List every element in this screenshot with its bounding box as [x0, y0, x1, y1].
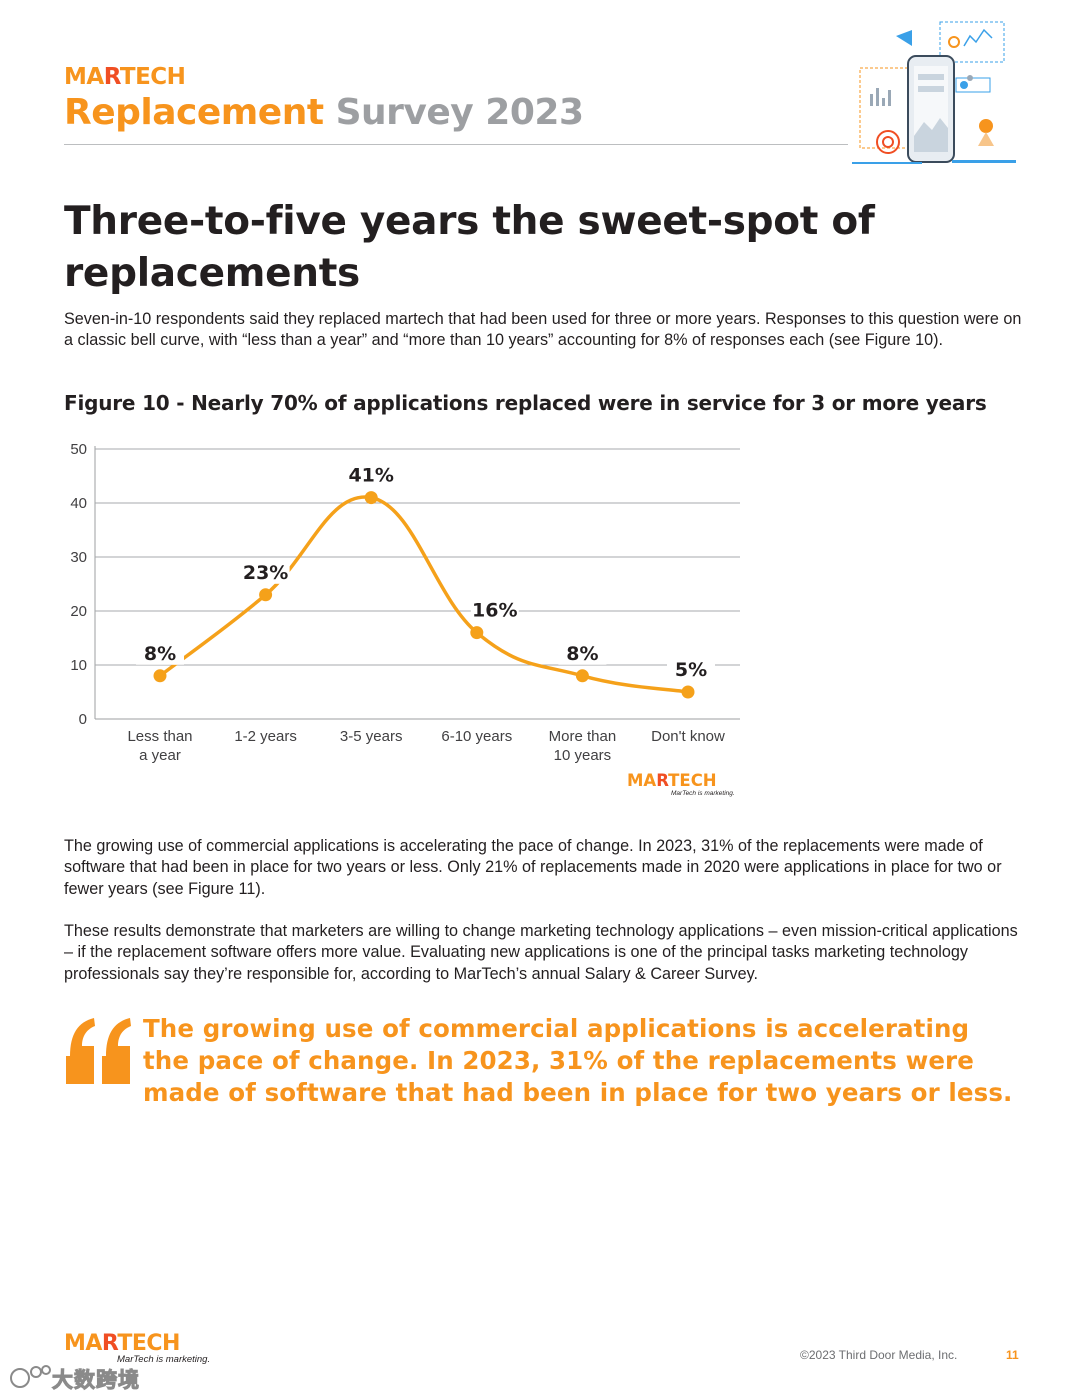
svg-text:MarTech is marketing.: MarTech is marketing. [671, 790, 735, 797]
quote-mark-icon [66, 1018, 131, 1084]
y-tick-label: 40 [70, 495, 87, 512]
data-point [470, 626, 484, 640]
figure-title: Figure 10 - Nearly 70% of applications r… [64, 391, 987, 415]
data-label: 16% [472, 600, 517, 622]
data-point [153, 669, 167, 683]
report-title: Replacement Survey 2023 [64, 92, 584, 133]
line-chart: 0 10 20 30 40 50 Less than a year 1-2 years 3-5 … [70, 441, 740, 797]
y-tick-label: 0 [79, 711, 87, 728]
pull-quote: The growing use of commercial applicatio… [143, 1014, 1013, 1107]
data-label: 23% [243, 562, 288, 584]
y-tick-label: 50 [70, 441, 87, 458]
body-paragraph-3: These results demonstrate that marketers… [64, 922, 1018, 983]
intro-paragraph: Seven-in-10 respondents said they replac… [64, 310, 1022, 350]
x-tick-label: More than 10 years [549, 728, 617, 764]
watermark-text: 大数跨境 [52, 1369, 140, 1393]
data-label: 8% [144, 643, 176, 665]
data-label: 5% [675, 659, 707, 681]
data-label: 8% [566, 643, 598, 665]
header-divider [64, 144, 848, 145]
x-tick-label: Less than a year [127, 728, 192, 764]
copyright: ©2023 Third Door Media, Inc. [800, 1348, 958, 1362]
data-point [575, 669, 589, 683]
watermark-logo-icon [10, 1365, 51, 1388]
x-tick-label: 1-2 years [234, 728, 297, 745]
y-tick-label: 30 [70, 549, 87, 566]
x-tick-label: Don't know [651, 728, 725, 745]
series-line [158, 495, 690, 694]
data-label-bg [241, 561, 290, 584]
svg-text:MARTECH: MARTECH [627, 771, 717, 790]
data-label-bg [347, 464, 396, 487]
x-tick-label: 6-10 years [441, 728, 512, 745]
body-paragraph-2: The growing use of commercial applicatio… [64, 837, 1002, 898]
page-number: 11 [1006, 1348, 1019, 1362]
data-label-bg [470, 599, 519, 622]
page-headline: Three-to-five years the sweet-spot of re… [64, 199, 875, 296]
y-tick-label: 10 [70, 657, 87, 674]
x-tick-label: 3-5 years [340, 728, 403, 745]
y-tick-label: 20 [70, 603, 87, 620]
footer-tagline: MarTech is marketing. [117, 1354, 211, 1365]
data-label-bg [136, 642, 184, 665]
data-point [259, 588, 273, 602]
data-label-bg [667, 659, 715, 681]
footer-brand-logo: MARTECH [64, 1331, 180, 1356]
data-label: 41% [348, 465, 393, 487]
data-label-bg [558, 642, 607, 665]
chart-brand-logo: MARTECH MarTech is marketing. [627, 771, 735, 797]
marketing-illustration-icon [852, 21, 1016, 164]
header-brand-logo: MARTECH [64, 64, 186, 90]
data-point [681, 685, 695, 699]
data-point [364, 491, 378, 505]
